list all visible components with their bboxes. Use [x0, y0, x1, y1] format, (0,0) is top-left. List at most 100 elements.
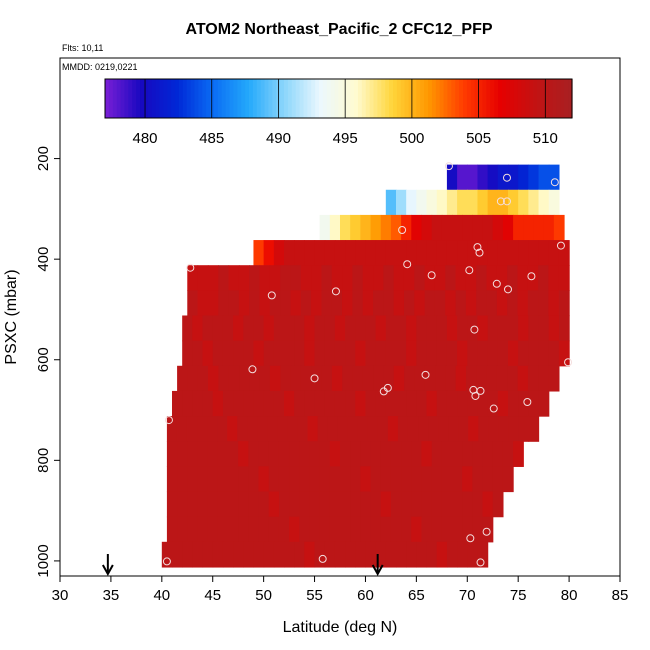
- heatmap-cell: [373, 365, 385, 392]
- x-tick-label: 65: [408, 587, 425, 604]
- colorbar-swatch: [482, 79, 487, 118]
- heatmap-cell: [176, 416, 188, 442]
- colorbar-swatch: [237, 79, 242, 118]
- heatmap-cell: [304, 240, 316, 266]
- heatmap-cell: [446, 315, 458, 342]
- heatmap-cell: [243, 315, 255, 342]
- heatmap-cell: [342, 290, 353, 317]
- heatmap-cell: [253, 315, 265, 342]
- heatmap-cell: [396, 189, 407, 216]
- heatmap-cell: [452, 491, 463, 518]
- colorbar-swatch: [556, 79, 561, 118]
- heatmap-cell: [553, 214, 565, 241]
- colorbar-swatch: [159, 79, 164, 118]
- heatmap-cell: [383, 290, 395, 317]
- heatmap-cell: [197, 290, 209, 317]
- sample-point: [331, 287, 340, 296]
- heatmap-cell: [362, 265, 374, 291]
- heatmap-cell: [218, 365, 230, 392]
- sample-point: [502, 173, 511, 182]
- heatmap-cell: [411, 491, 423, 518]
- sample-point: [471, 391, 480, 400]
- heatmap-cell: [217, 491, 229, 518]
- heatmap-cell: [482, 491, 494, 518]
- colorbar-swatch: [245, 79, 250, 118]
- heatmap-cell: [289, 491, 300, 518]
- heatmap-cell: [222, 315, 234, 342]
- heatmap-cell: [342, 365, 354, 392]
- x-tick-label: 55: [306, 587, 323, 604]
- colorbar-swatch: [392, 79, 398, 118]
- sample-point: [164, 416, 173, 425]
- heatmap-cell: [452, 214, 463, 241]
- heatmap-cell: [197, 265, 209, 291]
- colorbar-swatch: [221, 79, 227, 118]
- colorbar-swatch: [163, 79, 168, 118]
- heatmap-cell: [217, 466, 229, 493]
- heatmap-cell: [385, 390, 397, 417]
- y-tick-label: 1000: [35, 544, 52, 577]
- x-axis: 30 35 40 45 50 55 60 65 70 75 80 85: [52, 576, 629, 604]
- sample-point: [465, 266, 474, 275]
- colorbar-swatch: [287, 79, 293, 118]
- heatmap-cell: [187, 491, 199, 518]
- heatmap-cell: [558, 340, 570, 367]
- heatmap-cell: [177, 441, 188, 467]
- colorbar-swatch: [128, 79, 133, 118]
- heatmap-cell: [431, 214, 443, 241]
- heatmap-cell: [284, 340, 295, 367]
- heatmap-cell: [558, 240, 570, 266]
- heatmap-cell: [253, 240, 265, 266]
- heatmap-cell: [487, 315, 499, 342]
- sample-point: [466, 534, 475, 543]
- heatmap-cell: [263, 541, 275, 568]
- heatmap-cell: [492, 441, 504, 467]
- colorbar-swatch: [210, 79, 215, 118]
- heatmap-cell: [294, 340, 305, 367]
- heatmap-cell: [498, 416, 510, 442]
- sample-point: [489, 404, 498, 413]
- heatmap-cell: [383, 265, 395, 291]
- heatmap-cell: [457, 164, 468, 191]
- heatmap-cell: [273, 240, 285, 266]
- colorbar-swatch: [264, 79, 270, 118]
- arrow-head: [101, 564, 114, 577]
- heatmap-cell: [259, 265, 271, 291]
- heatmap-cell: [360, 214, 372, 241]
- heatmap-cell: [324, 340, 336, 367]
- colorbar-swatch: [439, 79, 445, 118]
- heatmap-cell: [233, 340, 244, 367]
- heatmap-cell: [278, 466, 290, 493]
- x-tick-label: 85: [612, 587, 629, 604]
- heatmap-cell: [300, 290, 312, 317]
- colorbar-swatch: [389, 79, 394, 118]
- heatmap-cell: [426, 340, 438, 367]
- colorbar-swatch: [455, 79, 460, 118]
- colorbar-swatch: [241, 79, 246, 118]
- colorbar-swatch: [186, 79, 192, 118]
- heatmap-cell: [428, 416, 439, 442]
- heatmap-cell: [207, 290, 219, 317]
- heatmap-cell: [212, 390, 224, 417]
- heatmap-cell: [431, 491, 443, 518]
- colorbar-swatch: [256, 79, 262, 118]
- heatmap-cell: [311, 365, 323, 392]
- x-tick-label: 60: [357, 587, 374, 604]
- heatmap-cell: [406, 240, 417, 266]
- heatmap-cell: [202, 390, 214, 417]
- heatmap-cell: [367, 416, 379, 442]
- colorbar-swatch: [416, 79, 421, 118]
- heatmap-cell: [435, 365, 446, 392]
- heatmap-cell: [548, 315, 560, 342]
- heatmap-cell: [269, 290, 281, 317]
- heatmap-cell: [528, 340, 540, 367]
- heatmap-cell: [446, 340, 458, 367]
- heatmap-cell: [327, 416, 339, 442]
- colorbar-swatch: [466, 79, 472, 118]
- heatmap-cell: [455, 365, 467, 392]
- heatmap-cell: [350, 491, 361, 518]
- heatmap-cell: [375, 340, 387, 367]
- heatmap-cell: [375, 315, 387, 342]
- colorbar-swatch: [404, 79, 410, 118]
